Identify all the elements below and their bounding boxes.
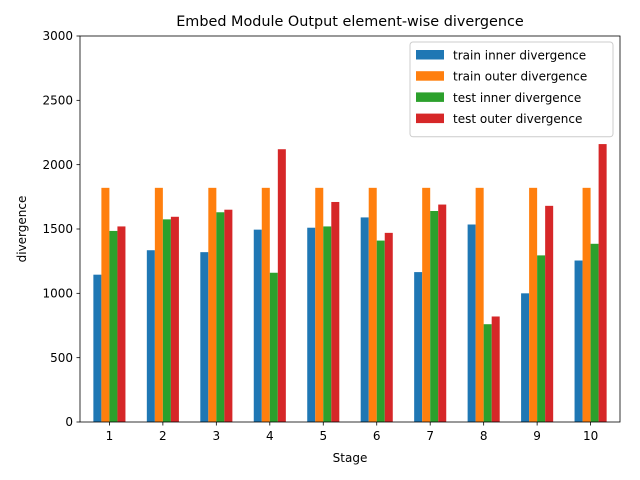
bar-series-1-stage-4 <box>253 229 262 422</box>
bar-series-3-stage-4 <box>269 272 278 422</box>
bar-series-1-stage-1 <box>93 274 102 422</box>
bar-series-4-stage-10 <box>598 144 607 422</box>
bar-series-4-stage-7 <box>438 204 447 422</box>
legend-swatch-4 <box>416 113 444 124</box>
y-axis-label: divergence <box>15 196 29 263</box>
bar-series-1-stage-6 <box>360 217 369 422</box>
bar-series-2-stage-6 <box>368 187 377 422</box>
bar-series-2-stage-9 <box>529 187 538 422</box>
series-2 <box>101 187 591 422</box>
x-tick-label: 5 <box>319 429 327 443</box>
plot-area: 0 500 1000 1500 2000 2500 3000 1 2 3 4 5 6 7 8 9 10 <box>42 29 621 443</box>
x-tick-label: 4 <box>266 429 274 443</box>
bar-series-1-stage-9 <box>521 293 530 422</box>
bar-series-4-stage-2 <box>170 216 179 422</box>
series-4 <box>117 144 607 423</box>
bar-series-2-stage-3 <box>208 187 217 422</box>
bar-series-2-stage-4 <box>261 187 270 422</box>
legend-swatch-2 <box>416 71 444 81</box>
bar-series-3-stage-5 <box>323 226 332 422</box>
bar-series-2-stage-7 <box>422 187 431 422</box>
y-tick-label: 2000 <box>42 158 73 172</box>
bar-series-3-stage-2 <box>162 219 171 422</box>
bar-series-1-stage-3 <box>200 252 209 422</box>
x-tick-label: 1 <box>106 429 114 443</box>
bar-series-3-stage-6 <box>376 240 385 422</box>
y-tick-label: 1000 <box>42 287 73 301</box>
x-axis-label: Stage <box>333 451 368 465</box>
y-tick-label: 2500 <box>42 94 73 108</box>
legend: train inner divergence train outer diverg… <box>409 41 614 138</box>
x-tick-label: 2 <box>159 429 167 443</box>
x-tick-label: 3 <box>213 429 221 443</box>
x-tick-label: 10 <box>583 429 598 443</box>
bar-series-1-stage-8 <box>467 224 476 422</box>
bar-series-2-stage-10 <box>582 187 591 422</box>
legend-swatch-3 <box>416 92 444 102</box>
bar-series-4-stage-8 <box>491 316 500 422</box>
x-tick-label: 7 <box>426 429 434 443</box>
legend-label-4: test outer divergence <box>453 112 582 126</box>
bar-series-4-stage-4 <box>277 149 286 423</box>
bar-series-4-stage-5 <box>331 201 340 422</box>
bar-series-3-stage-3 <box>216 212 225 422</box>
bar-series-2-stage-2 <box>154 187 163 422</box>
legend-label-3: test inner divergence <box>453 91 581 105</box>
x-tick-label: 9 <box>533 429 541 443</box>
bar-series-4-stage-3 <box>224 209 233 422</box>
bar-series-3-stage-1 <box>109 230 118 422</box>
series-1 <box>93 217 583 422</box>
bar-series-3-stage-9 <box>537 255 546 422</box>
bar-series-4-stage-1 <box>117 226 126 422</box>
bar-series-3-stage-8 <box>483 324 492 422</box>
y-tick-label: 1500 <box>42 222 73 236</box>
bar-series-4-stage-9 <box>545 205 554 422</box>
chart-title: Embed Module Output element-wise diverge… <box>176 14 524 30</box>
legend-label-2: train outer divergence <box>453 70 587 84</box>
bar-series-1-stage-10 <box>574 260 583 422</box>
bar-series-2-stage-8 <box>475 187 484 422</box>
bar-series-2-stage-1 <box>101 187 110 422</box>
bar-series-1-stage-5 <box>307 227 316 422</box>
bar-series-1-stage-2 <box>146 250 155 422</box>
series-3 <box>109 210 599 422</box>
legend-swatch-1 <box>416 50 444 60</box>
bar-series-3-stage-7 <box>430 210 439 422</box>
bar-series-4-stage-6 <box>384 232 393 422</box>
bar-series-1-stage-7 <box>414 272 423 422</box>
y-tick-label: 500 <box>50 351 73 365</box>
y-tick-label: 3000 <box>42 29 73 43</box>
bar-series-2-stage-5 <box>315 187 324 422</box>
y-tick-label: 0 <box>65 415 73 429</box>
x-tick-label: 8 <box>480 429 488 443</box>
legend-label-1: train inner divergence <box>453 49 586 63</box>
x-tick-label: 6 <box>373 429 381 443</box>
legend-box <box>409 41 614 138</box>
bar-series-3-stage-10 <box>590 243 599 422</box>
